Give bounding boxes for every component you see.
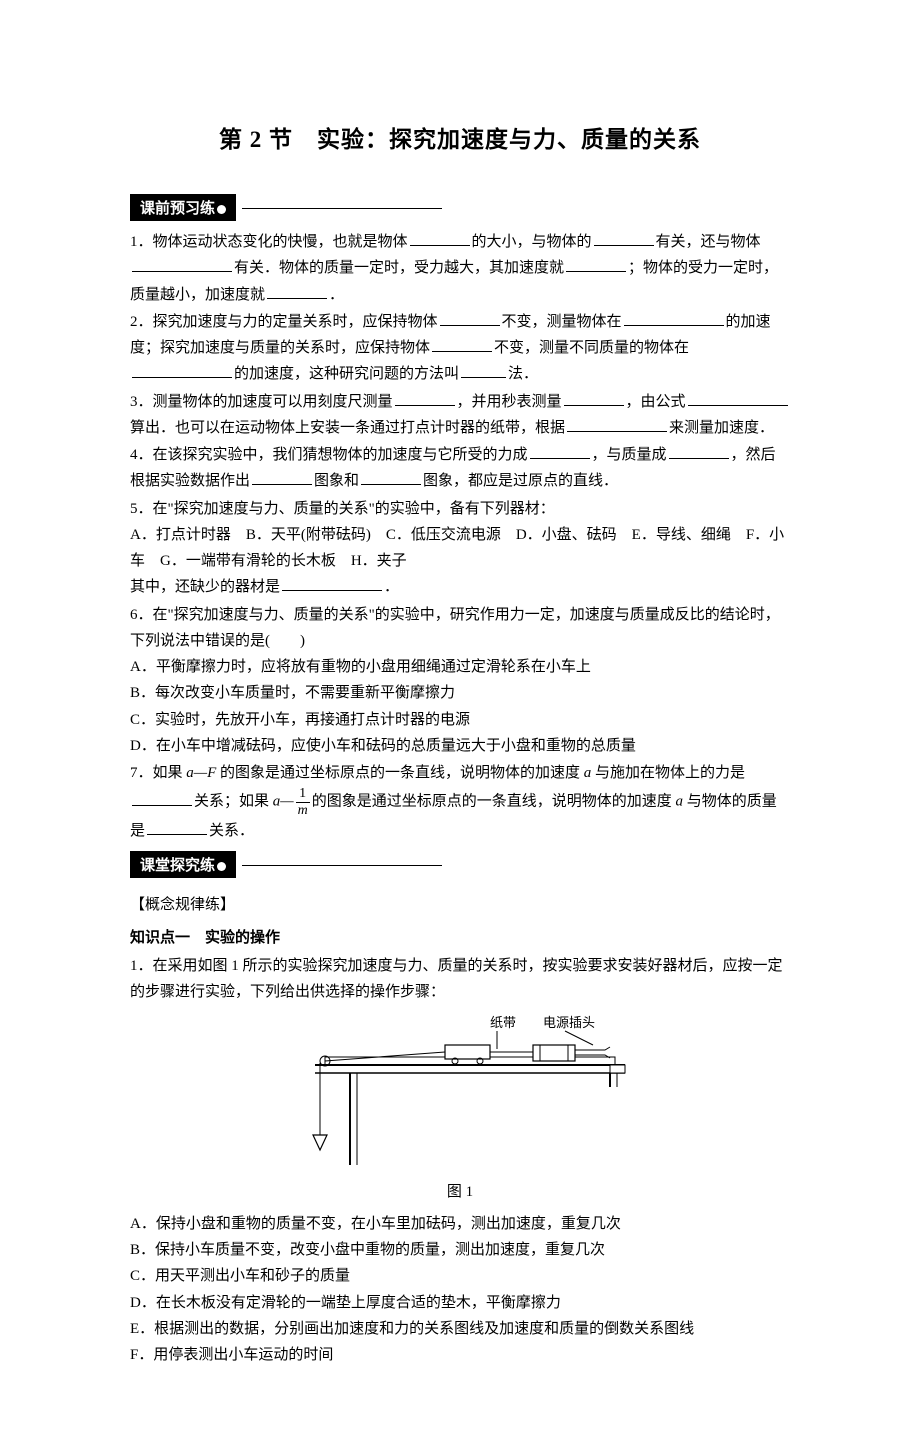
blank xyxy=(410,231,470,246)
q7-text-b: 的图象是通过坐标原点的一条直线，说明物体的加速度 xyxy=(216,765,584,781)
figure-1: 纸带 电源插头 xyxy=(130,1015,790,1205)
c-q1-options: A．保持小盘和重物的质量不变，在小车里加砝码，测出加速度，重复几次 B．保持小车… xyxy=(130,1211,790,1369)
blank xyxy=(688,391,788,406)
blank xyxy=(567,417,667,432)
q7-text-e: 的图象是通过坐标原点的一条直线，说明物体的加速度 xyxy=(312,794,676,810)
blank xyxy=(566,257,626,272)
q2-text-a: 2．探究加速度与力的定量关系时，应保持物体 xyxy=(130,314,438,330)
q7-a-minus: a— xyxy=(273,794,294,810)
q4-text-d: 图象和 xyxy=(314,473,359,489)
q3: 3．测量物体的加速度可以用刻度尺测量 ，并用秒表测量 ，由公式算出．也可以在运动物体… xyxy=(130,389,790,442)
bullet-icon xyxy=(217,205,226,214)
blank xyxy=(432,337,492,352)
classroom-content: 【概念规律练】 知识点一 实验的操作 1．在采用如图 1 所示的实验探究加速度与… xyxy=(130,892,790,1368)
q6: 6．在"探究加速度与力、质量的关系"的实验中，研究作用力一定，加速度与质量成反比… xyxy=(130,602,790,760)
c-q1-option-e: E．根据测出的数据，分别画出加速度和力的关系图线及加速度和质量的倒数关系图线 xyxy=(130,1316,790,1342)
q2: 2．探究加速度与力的定量关系时，应保持物体不变，测量物体在的加速度；探究加速度与… xyxy=(130,309,790,388)
c-q1: 1．在采用如图 1 所示的实验探究加速度与力、质量的关系时，按实验要求安装好器材… xyxy=(130,953,790,1006)
blank xyxy=(252,470,312,485)
q1-text-d: 有关．物体的质量一定时，受力越大，其加速度就 xyxy=(234,260,564,276)
q7-text-d: 关系；如果 xyxy=(194,794,273,810)
bullet-icon xyxy=(217,862,226,871)
q7-aF: a—F xyxy=(186,765,216,781)
q3-text-d: 算出．也可以在运动物体上安装一条通过打点计时器的纸带，根据 xyxy=(130,420,565,436)
c-q1-option-d: D．在长木板没有定滑轮的一端垫上厚度合适的垫木，平衡摩擦力 xyxy=(130,1290,790,1316)
blank xyxy=(267,284,327,299)
blank xyxy=(282,576,382,591)
q6-option-b: B．每次改变小车质量时，不需要重新平衡摩擦力 xyxy=(130,680,790,706)
q4: 4．在该探究实验中，我们猜想物体的加速度与它所受的力成，与质量成，然后根据实验数… xyxy=(130,442,790,495)
q5-text-c: ． xyxy=(384,579,399,595)
c-q1-option-f: F．用停表测出小车运动的时间 xyxy=(130,1342,790,1368)
blank xyxy=(461,363,506,378)
blank xyxy=(594,231,654,246)
blank xyxy=(147,820,207,835)
q2-text-d: 不变，测量不同质量的物体在 xyxy=(494,340,689,356)
c-q1-stem: 1．在采用如图 1 所示的实验探究加速度与力、质量的关系时，按实验要求安装好器材… xyxy=(130,958,783,1000)
q3-text-c: ，由公式 xyxy=(626,394,686,410)
q3-text-e: 来测量加速度． xyxy=(669,420,774,436)
page-title: 第 2 节 实验：探究加速度与力、质量的关系 xyxy=(130,120,790,154)
q3-text-a: 3．测量物体的加速度可以用刻度尺测量 xyxy=(130,394,393,410)
q6-stem: 6．在"探究加速度与力、质量的关系"的实验中，研究作用力一定，加速度与质量成反比… xyxy=(130,607,780,649)
c-q1-option-a: A．保持小盘和重物的质量不变，在小车里加砝码，测出加速度，重复几次 xyxy=(130,1211,790,1237)
q1-text-b: 的大小，与物体的 xyxy=(472,234,592,250)
q6-option-c: C．实验时，先放开小车，再接通打点计时器的电源 xyxy=(130,707,790,733)
q5-items: A．打点计时器 B．天平(附带砝码) C．低压交流电源 D．小盘、砝码 E．导线… xyxy=(130,527,784,569)
q1: 1．物体运动状态变化的快慢，也就是物体 的大小，与物体的 有关，还与物体有关．物体的… xyxy=(130,229,790,308)
q2-text-b: 不变，测量物体在 xyxy=(502,314,622,330)
section-header-classroom-label: 课堂探究练 xyxy=(140,858,215,874)
prestudy-content: 1．物体运动状态变化的快慢，也就是物体 的大小，与物体的 有关，还与物体有关．物体的… xyxy=(130,229,790,844)
q7-text-c: 与施加在物体上的力是 xyxy=(591,765,745,781)
experiment-diagram: 纸带 电源插头 xyxy=(275,1015,645,1174)
blank xyxy=(132,257,232,272)
q7-a-italic-2: a xyxy=(676,794,684,810)
label-paper-tape: 纸带 xyxy=(490,1015,516,1030)
q1-text-c: 有关，还与物体 xyxy=(656,234,761,250)
blank xyxy=(564,391,624,406)
blank xyxy=(395,391,455,406)
q5-text-b: 其中，还缺少的器材是 xyxy=(130,579,280,595)
fraction-denominator: m xyxy=(296,803,310,818)
q7: 7．如果 a—F 的图象是通过坐标原点的一条直线，说明物体的加速度 a 与施加在… xyxy=(130,760,790,844)
blank xyxy=(440,311,500,326)
blank xyxy=(530,444,590,459)
q2-text-f: 法． xyxy=(508,366,538,382)
blank xyxy=(669,444,729,459)
q1-text-a: 1．物体运动状态变化的快慢，也就是物体 xyxy=(130,234,408,250)
sub-concept: 【概念规律练】 xyxy=(130,892,790,918)
q6-option-a: A．平衡摩擦力时，应将放有重物的小盘用细绳通过定滑轮系在小车上 xyxy=(130,654,790,680)
q5: 5．在"探究加速度与力、质量的关系"的实验中，备有下列器材： A．打点计时器 B… xyxy=(130,496,790,601)
q2-text-e: 的加速度，这种研究问题的方法叫 xyxy=(234,366,459,382)
blank xyxy=(624,311,724,326)
blank xyxy=(132,791,192,806)
c-q1-option-c: C．用天平测出小车和砂子的质量 xyxy=(130,1263,790,1289)
q6-option-d: D．在小车中增减砝码，应使小车和砝码的总质量远大于小盘和重物的总质量 xyxy=(130,733,790,759)
q7-text-a: 7．如果 xyxy=(130,765,186,781)
q4-text-b: ，与质量成 xyxy=(592,447,667,463)
blank xyxy=(361,470,421,485)
q3-text-b: ，并用秒表测量 xyxy=(457,394,562,410)
q7-text-g: 关系． xyxy=(209,823,254,839)
blank xyxy=(132,363,232,378)
fraction-numerator: 1 xyxy=(296,786,310,802)
sub-knowledge-1: 知识点一 实验的操作 xyxy=(130,925,790,951)
figure-1-caption: 图 1 xyxy=(130,1179,790,1205)
section-header-prestudy: 课前预习练 xyxy=(130,194,236,221)
q5-text-a: 5．在"探究加速度与力、质量的关系"的实验中，备有下列器材： xyxy=(130,501,555,517)
c-q1-option-b: B．保持小车质量不变，改变小盘中重物的质量，测出加速度，重复几次 xyxy=(130,1237,790,1263)
q4-text-e: 图象，都应是过原点的直线． xyxy=(423,473,618,489)
q1-text-f: ． xyxy=(329,287,344,303)
label-power-plug: 电源插头 xyxy=(543,1015,595,1030)
section-header-classroom: 课堂探究练 xyxy=(130,851,236,878)
q4-text-a: 4．在该探究实验中，我们猜想物体的加速度与它所受的力成 xyxy=(130,447,528,463)
fraction-1-over-m: 1m xyxy=(296,786,310,818)
section-header-prestudy-label: 课前预习练 xyxy=(140,201,215,217)
